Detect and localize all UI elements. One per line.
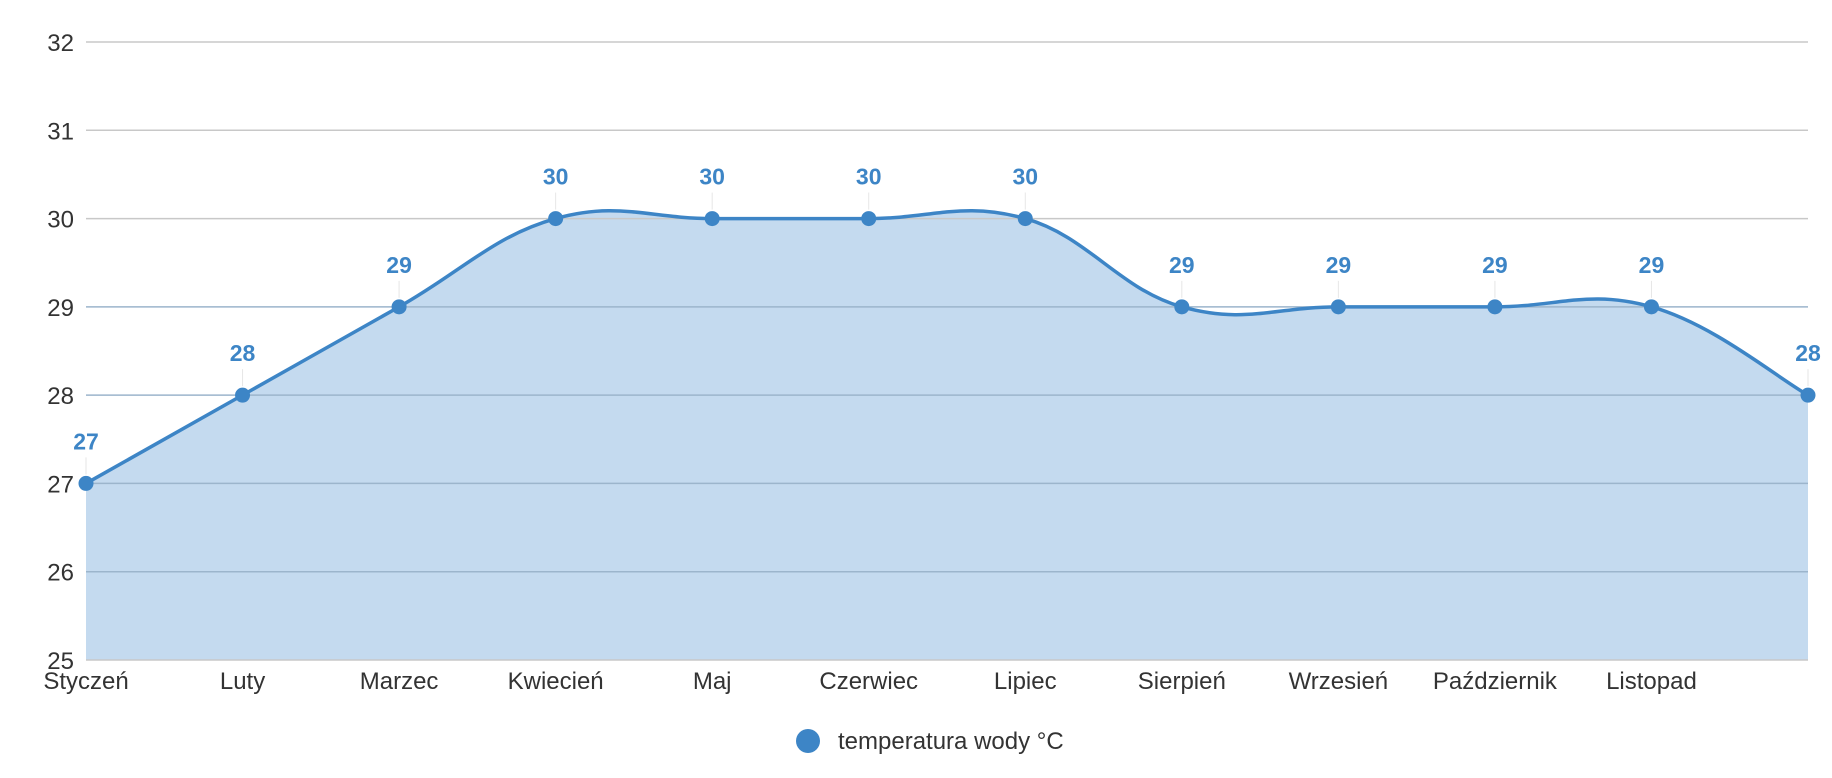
area-layer xyxy=(86,210,1808,660)
data-label: 29 xyxy=(1639,252,1665,278)
data-label: 29 xyxy=(1326,252,1352,278)
series-area xyxy=(86,210,1808,660)
data-point-Czerwiec[interactable] xyxy=(861,211,877,227)
x-tick-label: Kwiecień xyxy=(508,668,604,695)
data-label: 29 xyxy=(1169,252,1195,278)
y-tick-label: 29 xyxy=(47,295,74,322)
legend[interactable]: temperatura wody °C xyxy=(796,728,1064,755)
x-tick-label: Sierpień xyxy=(1138,668,1226,695)
data-point-Grudzień[interactable] xyxy=(1800,387,1816,403)
x-tick-label: Wrzesień xyxy=(1289,668,1389,695)
data-label: 30 xyxy=(856,164,882,190)
y-tick-label: 27 xyxy=(47,471,74,498)
data-point-Listopad[interactable] xyxy=(1643,299,1659,315)
data-label: 29 xyxy=(1482,252,1508,278)
y-tick-label: 32 xyxy=(47,30,74,57)
y-tick-label: 25 xyxy=(47,648,74,675)
data-label: 30 xyxy=(699,164,725,190)
data-point-Wrzesień[interactable] xyxy=(1330,299,1346,315)
data-label: 27 xyxy=(73,428,99,454)
y-tick-label: 30 xyxy=(47,207,74,234)
legend-label[interactable]: temperatura wody °C xyxy=(838,728,1064,755)
data-point-Kwiecień[interactable] xyxy=(548,211,564,227)
x-axis: Styczeń Luty Marzec Kwiecień Maj Czerwiec Lipi… xyxy=(43,668,1697,695)
data-point-Lipiec[interactable] xyxy=(1017,211,1033,227)
series-line xyxy=(85,209,1809,485)
grid-layer xyxy=(86,41,1808,661)
data-point-Styczeń[interactable] xyxy=(78,475,94,491)
y-axis: 25 26 27 28 29 30 31 32 xyxy=(47,30,74,675)
x-tick-label: Październik xyxy=(1433,668,1558,695)
legend-marker[interactable] xyxy=(796,729,820,753)
y-tick-label: 31 xyxy=(47,118,74,145)
x-tick-label: Maj xyxy=(693,668,732,695)
y-tick-label: 26 xyxy=(47,560,74,587)
data-label: 29 xyxy=(386,252,412,278)
data-point-Luty[interactable] xyxy=(235,387,251,403)
x-tick-label: Czerwiec xyxy=(819,668,918,695)
x-tick-label: Lipiec xyxy=(994,668,1057,695)
x-tick-label: Marzec xyxy=(360,668,439,695)
y-tick-label: 28 xyxy=(47,383,74,410)
data-label: 30 xyxy=(543,164,569,190)
x-tick-label: Luty xyxy=(220,668,265,695)
line-layer xyxy=(78,209,1816,491)
data-point-Maj[interactable] xyxy=(704,211,720,227)
data-point-Październik[interactable] xyxy=(1487,299,1503,315)
data-label: 30 xyxy=(1012,164,1038,190)
x-tick-label: Listopad xyxy=(1606,668,1697,695)
data-label: 28 xyxy=(1795,340,1821,366)
data-label: 28 xyxy=(230,340,256,366)
data-labels: 27 28 29 30 30 30 30 29 29 29 29 28 xyxy=(73,164,1821,475)
data-point-Marzec[interactable] xyxy=(391,299,407,315)
data-point-Sierpień[interactable] xyxy=(1174,299,1190,315)
x-tick-label: Styczeń xyxy=(43,668,128,695)
